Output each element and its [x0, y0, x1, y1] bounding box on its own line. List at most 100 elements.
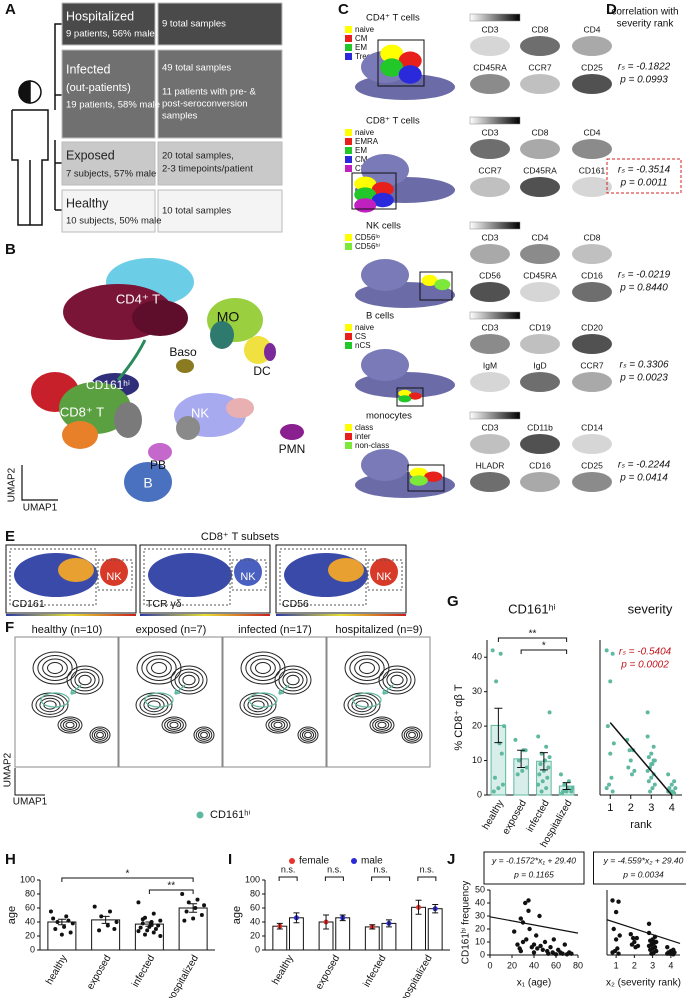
x-tick-label: 2 [628, 802, 634, 814]
cluster-label: γδ [142, 422, 155, 436]
error-bar [562, 782, 571, 790]
contour [274, 665, 312, 695]
panel-letter: H [5, 851, 16, 868]
sig-label: * [126, 869, 130, 880]
marker-label: CD4 [583, 24, 600, 34]
dot [496, 786, 501, 791]
marker-label: CD3 [481, 422, 498, 432]
contour [91, 728, 109, 742]
group-box [61, 141, 156, 186]
umap [328, 558, 364, 582]
contour [390, 674, 404, 686]
subset-cluster [434, 279, 451, 291]
contour [286, 674, 300, 686]
umap-cluster [244, 336, 272, 364]
marker-label: CD14 [581, 422, 603, 432]
contour [386, 671, 408, 689]
samples-text: 9 total samples [162, 19, 226, 30]
colorbar [469, 411, 521, 420]
legend-swatch [345, 165, 352, 172]
legend-label: Treg [355, 52, 371, 61]
umap-cluster [280, 424, 304, 440]
dot [617, 933, 622, 938]
dot [649, 762, 654, 766]
dot [51, 916, 56, 921]
contour [408, 731, 416, 739]
subset-cluster [409, 467, 428, 478]
plot-frame [14, 636, 119, 768]
error-bar [415, 899, 422, 915]
dot [648, 947, 653, 952]
dot [646, 779, 651, 784]
y-tick-label: 0 [255, 944, 260, 954]
colorbar [469, 13, 521, 22]
cluster-label: PMN [279, 442, 306, 456]
dot [564, 789, 569, 794]
contour [60, 718, 80, 732]
legend-label: inter [355, 432, 371, 441]
legend-label: class [355, 423, 373, 432]
dot [667, 786, 672, 791]
dot [536, 734, 541, 739]
gate [279, 548, 367, 606]
y-tick-label: 20 [25, 930, 35, 940]
dot [59, 932, 64, 937]
bar [427, 908, 443, 951]
group-box [61, 2, 156, 46]
panel-letter: E [5, 528, 15, 545]
dot [538, 762, 543, 766]
contour [247, 697, 269, 713]
y-tick-label: 40 [472, 652, 482, 662]
legend-swatch [345, 53, 352, 60]
subset-cluster [371, 192, 394, 208]
dot [68, 930, 73, 935]
dot [608, 679, 613, 684]
panel-letter: B [5, 241, 16, 258]
contour [151, 662, 167, 674]
marker-label: CD25 [581, 460, 603, 470]
stat-r: rₛ = -0.1822 [618, 62, 671, 73]
contour [351, 697, 373, 713]
contour [299, 728, 317, 742]
dot [627, 748, 632, 753]
error-bar [494, 707, 503, 744]
y-tick-label: 20 [475, 923, 485, 933]
x-tick-label: hospitalized [399, 953, 435, 998]
group-subname: (out-patients) [66, 82, 131, 94]
dot [143, 932, 147, 937]
y-tick-label: 80 [250, 888, 260, 898]
error-bar [432, 904, 439, 914]
samples-text: 20 total samples, [162, 151, 234, 162]
error-bar [293, 912, 300, 924]
dot [55, 920, 60, 924]
marker-label: CD3 [481, 24, 498, 34]
y-tick-label: 100 [245, 874, 260, 884]
equation: y = -4.559*x₂ + 29.40 [603, 855, 684, 865]
dot [199, 913, 204, 917]
contour [62, 720, 78, 730]
dot [628, 758, 633, 763]
marker-label: CCR7 [478, 165, 501, 175]
dot [671, 952, 676, 957]
dot [629, 772, 634, 777]
axis-title: age [231, 906, 243, 924]
dot [537, 772, 542, 777]
dot [645, 768, 650, 773]
marker-thumbnail [520, 472, 560, 492]
subset-cluster [354, 198, 377, 213]
umap-cluster [124, 462, 172, 502]
contour [78, 674, 92, 686]
legend-swatch [345, 129, 352, 136]
contour [65, 721, 75, 729]
axis-label: UMAP1 [13, 797, 48, 808]
dot [628, 932, 633, 937]
legend-label: male [361, 856, 383, 867]
row-title: CD8⁺ T cells [366, 116, 420, 127]
marker-thumbnail [520, 139, 560, 159]
legend-label: naive [355, 25, 375, 34]
marker-thumbnail [572, 372, 612, 392]
x-tick-label: 2 [632, 960, 637, 970]
panel-title: exposed (n=7) [136, 624, 207, 636]
dot [153, 927, 158, 931]
